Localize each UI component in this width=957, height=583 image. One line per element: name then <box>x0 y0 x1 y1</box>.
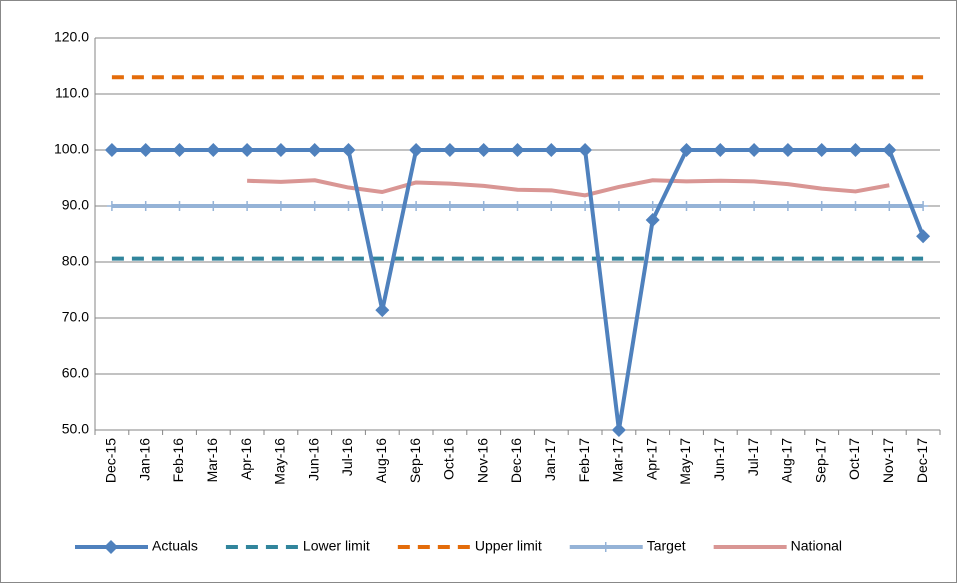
marker <box>780 143 795 157</box>
marker <box>613 201 624 211</box>
legend-label: Actuals <box>152 538 198 554</box>
x-tick-label: Feb-16 <box>170 438 186 483</box>
legend-label: Upper limit <box>475 538 542 554</box>
x-tick-label: Dec-15 <box>103 438 119 483</box>
y-tick-label: 90.0 <box>62 197 89 213</box>
y-tick-label: 50.0 <box>62 421 89 437</box>
marker <box>544 143 559 157</box>
x-tick-label: Oct-16 <box>441 438 457 480</box>
x-tick-label: Dec-17 <box>914 438 930 483</box>
marker <box>273 143 288 157</box>
x-tick-label: Mar-16 <box>204 438 220 483</box>
marker <box>647 201 658 211</box>
marker <box>578 143 593 157</box>
x-tick-label: Nov-17 <box>880 438 896 483</box>
marker <box>174 201 185 211</box>
x-tick-label: May-17 <box>677 438 693 485</box>
marker <box>442 143 457 157</box>
marker <box>611 423 626 437</box>
marker <box>240 143 255 157</box>
marker <box>512 201 523 211</box>
marker <box>341 143 356 157</box>
marker <box>681 201 692 211</box>
marker <box>172 143 187 157</box>
marker <box>816 201 827 211</box>
marker <box>814 143 829 157</box>
series <box>106 201 929 211</box>
marker <box>343 201 354 211</box>
x-tick-label: Jan-16 <box>136 438 152 481</box>
y-tick-label: 120.0 <box>54 29 89 45</box>
marker <box>309 201 320 211</box>
marker <box>411 201 422 211</box>
marker <box>916 229 931 244</box>
marker <box>600 542 611 552</box>
marker <box>140 201 151 211</box>
marker <box>747 143 762 157</box>
marker <box>444 201 455 211</box>
x-tick-label: Apr-17 <box>643 438 659 480</box>
x-tick-label: Jun-17 <box>711 438 727 481</box>
series <box>247 178 890 198</box>
marker <box>206 143 221 157</box>
marker <box>104 540 118 554</box>
x-tick-label: Mar-17 <box>610 438 626 483</box>
marker <box>208 201 219 211</box>
x-tick-label: Jun-16 <box>305 438 321 481</box>
x-tick-label: Jan-17 <box>542 438 558 481</box>
marker <box>510 143 525 157</box>
marker <box>884 201 895 211</box>
legend-label: Target <box>647 538 686 554</box>
marker <box>749 201 760 211</box>
x-tick-label: Sep-17 <box>812 438 828 483</box>
series-line <box>247 178 890 198</box>
marker <box>476 143 491 157</box>
marker <box>918 201 929 211</box>
legend-label: Lower limit <box>303 538 370 554</box>
y-tick-label: 80.0 <box>62 253 89 269</box>
y-tick-label: 100.0 <box>54 141 89 157</box>
x-tick-label: Jul-17 <box>745 438 761 476</box>
x-tick-label: May-16 <box>272 438 288 485</box>
x-tick-label: Apr-16 <box>238 438 254 480</box>
marker <box>478 201 489 211</box>
marker <box>138 143 153 157</box>
series <box>104 143 931 437</box>
x-tick-label: Oct-17 <box>846 438 862 480</box>
marker <box>645 213 660 227</box>
marker <box>409 143 424 157</box>
marker <box>375 303 390 318</box>
y-tick-label: 60.0 <box>62 365 89 381</box>
legend-label: National <box>791 538 842 554</box>
x-tick-label: Aug-17 <box>779 438 795 483</box>
marker <box>580 201 591 211</box>
marker <box>715 201 726 211</box>
marker <box>782 201 793 211</box>
marker <box>850 201 861 211</box>
marker <box>679 143 694 157</box>
marker <box>713 143 728 157</box>
x-tick-label: Feb-17 <box>576 438 592 483</box>
marker <box>546 201 557 211</box>
marker <box>882 143 897 157</box>
y-tick-label: 70.0 <box>62 309 89 325</box>
x-tick-label: Aug-16 <box>373 438 389 483</box>
x-tick-label: Dec-16 <box>508 438 524 483</box>
y-tick-label: 110.0 <box>55 85 89 101</box>
marker <box>242 201 253 211</box>
marker <box>106 201 117 211</box>
x-tick-label: Nov-16 <box>474 438 490 483</box>
marker <box>307 143 322 157</box>
x-tick-label: Sep-16 <box>407 438 423 483</box>
x-tick-label: Jul-16 <box>339 438 355 476</box>
marker <box>275 201 286 211</box>
marker <box>104 143 119 157</box>
marker <box>848 143 863 157</box>
marker <box>377 201 388 211</box>
